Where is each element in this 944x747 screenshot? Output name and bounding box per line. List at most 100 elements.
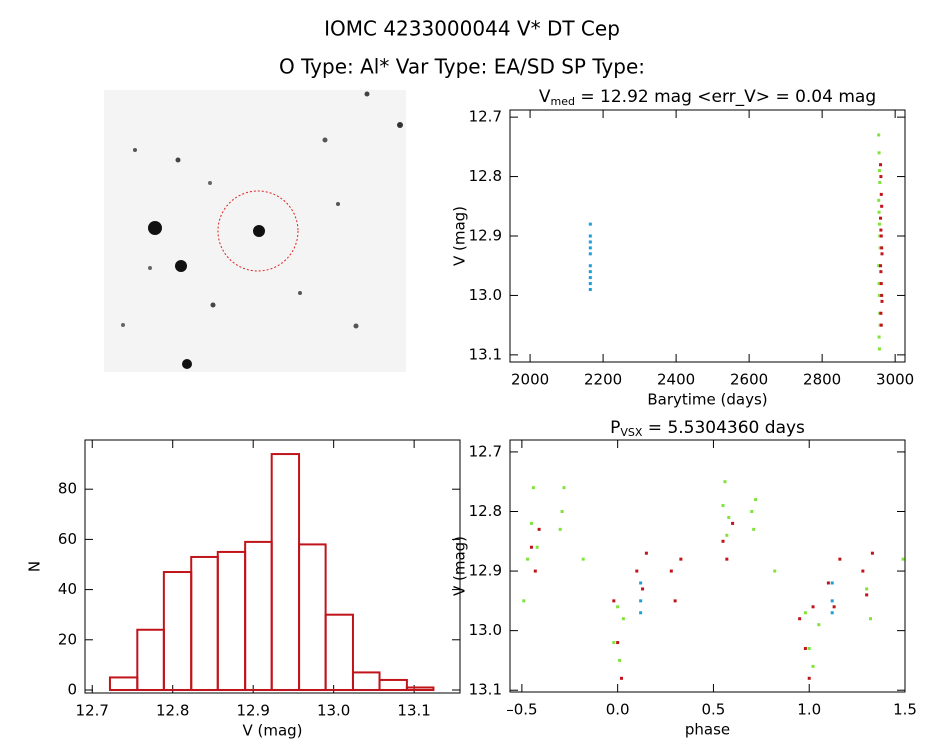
data-point bbox=[588, 287, 592, 291]
y-axis-label: V (mag) bbox=[451, 536, 469, 596]
data-point bbox=[832, 605, 836, 609]
y-tick-label: 13.0 bbox=[469, 621, 502, 639]
data-point bbox=[639, 599, 643, 603]
data-point bbox=[581, 557, 585, 561]
title-part: VSX bbox=[620, 426, 643, 439]
data-point bbox=[879, 234, 883, 238]
title-part: med bbox=[551, 95, 575, 108]
data-point bbox=[616, 641, 620, 645]
data-point bbox=[529, 545, 533, 549]
histogram-bar bbox=[136, 628, 165, 691]
data-point bbox=[533, 569, 537, 573]
x-tick-label: 3000 bbox=[876, 371, 914, 389]
data-point bbox=[880, 204, 884, 208]
data-point bbox=[752, 527, 756, 531]
data-point bbox=[879, 163, 883, 167]
histogram-bar bbox=[244, 540, 273, 691]
data-point bbox=[562, 486, 566, 490]
data-point bbox=[588, 276, 592, 280]
x-tick-label: 12.7 bbox=[76, 702, 109, 720]
x-tick-label: 2600 bbox=[730, 371, 768, 389]
data-point bbox=[869, 617, 873, 621]
data-point bbox=[616, 605, 620, 609]
y-axis-label: V (mag) bbox=[451, 206, 469, 266]
data-point bbox=[727, 515, 731, 519]
y-tick-label: 20 bbox=[58, 630, 77, 648]
data-point bbox=[830, 581, 834, 585]
histogram-bar bbox=[108, 676, 139, 691]
data-point bbox=[803, 611, 807, 615]
histogram-bar bbox=[378, 678, 408, 691]
data-point bbox=[879, 175, 883, 179]
data-point bbox=[560, 509, 564, 513]
x-axis-label: phase bbox=[685, 721, 730, 739]
data-point bbox=[798, 617, 802, 621]
x-tick-label: 2800 bbox=[803, 371, 841, 389]
data-point bbox=[880, 252, 884, 256]
y-tick-label: 13.0 bbox=[469, 286, 502, 304]
data-point bbox=[877, 151, 881, 155]
y-tick-label: 13.1 bbox=[469, 681, 502, 699]
y-tick-label: 60 bbox=[58, 530, 77, 548]
data-point bbox=[865, 593, 869, 597]
x-tick-label: 2200 bbox=[584, 371, 622, 389]
histogram-bar bbox=[190, 555, 219, 691]
data-point bbox=[721, 539, 725, 543]
data-point bbox=[635, 569, 639, 573]
data-point bbox=[522, 599, 526, 603]
x-tick-label: –0.5 bbox=[506, 701, 537, 719]
data-point bbox=[588, 270, 592, 274]
data-point bbox=[826, 581, 830, 585]
data-point bbox=[811, 605, 815, 609]
data-point bbox=[526, 557, 530, 561]
data-point bbox=[725, 557, 729, 561]
data-point bbox=[879, 228, 883, 232]
x-axis-label: Barytime (days) bbox=[647, 391, 767, 409]
data-point bbox=[877, 169, 881, 173]
data-point bbox=[877, 293, 881, 297]
data-point bbox=[877, 210, 881, 214]
title-part: = 12.92 mag <err_V> = 0.04 mag bbox=[575, 87, 876, 107]
x-tick-label: 12.9 bbox=[236, 702, 269, 720]
data-point bbox=[641, 587, 645, 591]
title-part: = 5.5304360 days bbox=[642, 418, 805, 438]
y-tick-label: 0 bbox=[67, 680, 77, 698]
data-point bbox=[803, 647, 807, 651]
y-tick-label: 12.7 bbox=[469, 108, 502, 126]
data-point bbox=[535, 545, 539, 549]
data-point bbox=[618, 658, 622, 662]
chart-title: PVSX = 5.5304360 days bbox=[610, 418, 805, 439]
data-point bbox=[619, 676, 623, 680]
data-point bbox=[723, 480, 727, 484]
page-subtitle: O Type: Al* Var Type: EA/SD SP Type: bbox=[279, 55, 645, 79]
y-tick-label: 12.9 bbox=[469, 227, 502, 245]
data-point bbox=[807, 676, 811, 680]
data-point bbox=[879, 264, 883, 268]
histogram-bar bbox=[216, 550, 247, 691]
y-axis-label: N bbox=[26, 561, 44, 572]
data-point bbox=[865, 587, 869, 591]
y-tick-label: 12.9 bbox=[469, 562, 502, 580]
y-tick-label: 13.1 bbox=[469, 345, 502, 363]
x-tick-label: 13.1 bbox=[397, 702, 430, 720]
plot-frame bbox=[509, 109, 906, 363]
x-tick-label: 1.0 bbox=[797, 701, 821, 719]
data-point bbox=[537, 527, 541, 531]
data-point bbox=[880, 293, 884, 297]
plot-frame bbox=[84, 439, 461, 694]
data-point bbox=[838, 557, 842, 561]
data-point bbox=[588, 252, 592, 256]
data-point bbox=[877, 222, 881, 226]
data-point bbox=[750, 509, 754, 513]
x-tick-label: 1.5 bbox=[893, 701, 917, 719]
x-tick-label: 13.0 bbox=[317, 702, 350, 720]
data-point bbox=[588, 282, 592, 286]
star-field-image bbox=[104, 90, 406, 372]
data-point bbox=[612, 599, 616, 603]
data-point bbox=[588, 240, 592, 244]
data-point bbox=[679, 557, 683, 561]
data-point bbox=[588, 222, 592, 226]
data-point bbox=[644, 551, 648, 555]
x-axis-label: V (mag) bbox=[242, 722, 302, 740]
data-point bbox=[879, 192, 883, 196]
